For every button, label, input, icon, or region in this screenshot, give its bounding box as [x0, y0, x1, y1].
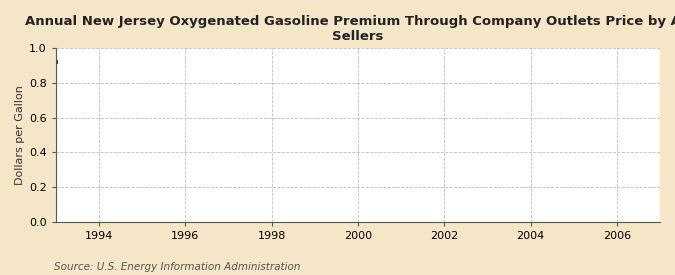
Y-axis label: Dollars per Gallon: Dollars per Gallon [15, 85, 25, 185]
Text: Source: U.S. Energy Information Administration: Source: U.S. Energy Information Administ… [54, 262, 300, 272]
Title: Annual New Jersey Oxygenated Gasoline Premium Through Company Outlets Price by A: Annual New Jersey Oxygenated Gasoline Pr… [26, 15, 675, 43]
